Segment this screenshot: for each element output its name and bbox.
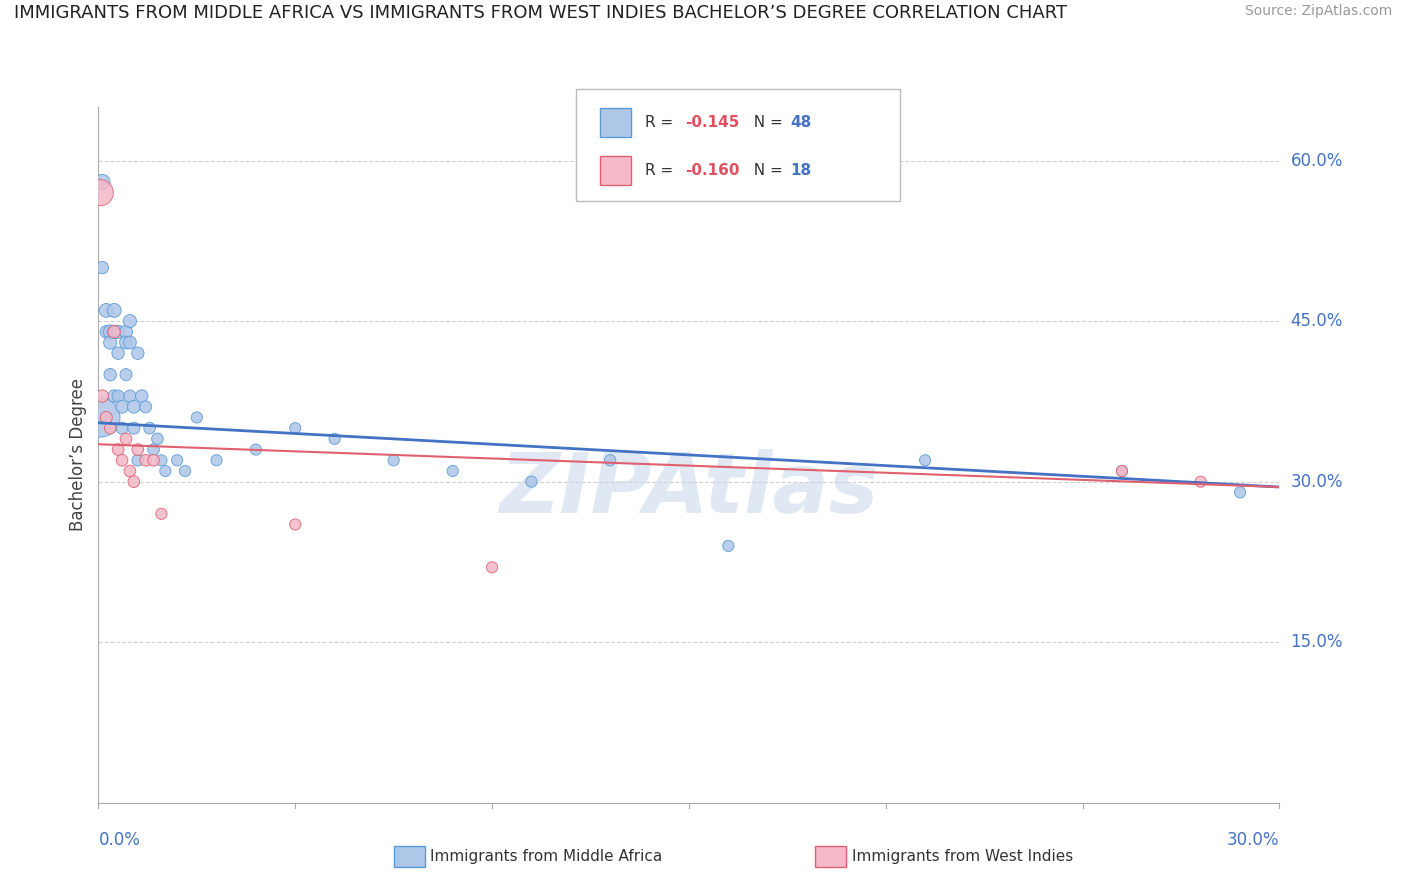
Point	[441, 464, 464, 478]
Point	[205, 453, 228, 467]
Point	[284, 517, 307, 532]
Point	[1189, 475, 1212, 489]
Point	[1229, 485, 1251, 500]
Text: 0.0%: 0.0%	[98, 830, 141, 848]
Point	[520, 475, 543, 489]
Point	[717, 539, 740, 553]
Text: -0.145: -0.145	[685, 115, 740, 130]
Point	[150, 453, 173, 467]
Point	[127, 442, 149, 457]
Point	[118, 464, 141, 478]
Point	[155, 464, 177, 478]
Text: ZIPAtlas: ZIPAtlas	[499, 450, 879, 530]
Text: Immigrants from West Indies: Immigrants from West Indies	[852, 849, 1073, 863]
Text: 30.0%: 30.0%	[1291, 473, 1343, 491]
Point	[107, 389, 129, 403]
Point	[111, 453, 134, 467]
Point	[146, 432, 169, 446]
Text: Immigrants from Middle Africa: Immigrants from Middle Africa	[430, 849, 662, 863]
Text: Source: ZipAtlas.com: Source: ZipAtlas.com	[1244, 4, 1392, 19]
Text: R =: R =	[645, 163, 679, 178]
Point	[107, 325, 129, 339]
Point	[98, 335, 121, 350]
Point	[115, 368, 138, 382]
Point	[122, 421, 145, 435]
Point	[115, 432, 138, 446]
Point	[115, 325, 138, 339]
Text: 15.0%: 15.0%	[1291, 633, 1343, 651]
Text: 48: 48	[790, 115, 811, 130]
Point	[96, 410, 118, 425]
Point	[186, 410, 208, 425]
Point	[96, 325, 118, 339]
Text: N =: N =	[744, 163, 787, 178]
Point	[118, 389, 141, 403]
Point	[284, 421, 307, 435]
Point	[481, 560, 503, 574]
Point	[150, 507, 173, 521]
Point	[245, 442, 267, 457]
Point	[91, 175, 114, 189]
Point	[98, 421, 121, 435]
Point	[1111, 464, 1133, 478]
Text: R =: R =	[645, 115, 679, 130]
Y-axis label: Bachelor’s Degree: Bachelor’s Degree	[69, 378, 87, 532]
Text: IMMIGRANTS FROM MIDDLE AFRICA VS IMMIGRANTS FROM WEST INDIES BACHELOR’S DEGREE C: IMMIGRANTS FROM MIDDLE AFRICA VS IMMIGRA…	[14, 4, 1067, 22]
Text: 60.0%: 60.0%	[1291, 152, 1343, 169]
Point	[118, 335, 141, 350]
Point	[89, 410, 111, 425]
Point	[96, 303, 118, 318]
Point	[122, 400, 145, 414]
Point	[914, 453, 936, 467]
Point	[131, 389, 153, 403]
Point	[103, 325, 125, 339]
Point	[138, 421, 160, 435]
Point	[111, 421, 134, 435]
Point	[111, 400, 134, 414]
Point	[103, 325, 125, 339]
Point	[174, 464, 197, 478]
Point	[142, 442, 165, 457]
Text: N =: N =	[744, 115, 787, 130]
Text: 18: 18	[790, 163, 811, 178]
Point	[98, 325, 121, 339]
Point	[89, 186, 111, 200]
Point	[98, 368, 121, 382]
Point	[1111, 464, 1133, 478]
Point	[118, 314, 141, 328]
Point	[323, 432, 346, 446]
Text: 45.0%: 45.0%	[1291, 312, 1343, 330]
Point	[599, 453, 621, 467]
Point	[115, 335, 138, 350]
Text: -0.160: -0.160	[685, 163, 740, 178]
Point	[107, 442, 129, 457]
Point	[91, 389, 114, 403]
Point	[142, 453, 165, 467]
Point	[135, 453, 157, 467]
Text: 30.0%: 30.0%	[1227, 830, 1279, 848]
Point	[127, 346, 149, 360]
Point	[166, 453, 188, 467]
Point	[382, 453, 405, 467]
Point	[103, 389, 125, 403]
Point	[122, 475, 145, 489]
Point	[127, 453, 149, 467]
Point	[107, 346, 129, 360]
Point	[91, 260, 114, 275]
Point	[103, 303, 125, 318]
Point	[135, 400, 157, 414]
